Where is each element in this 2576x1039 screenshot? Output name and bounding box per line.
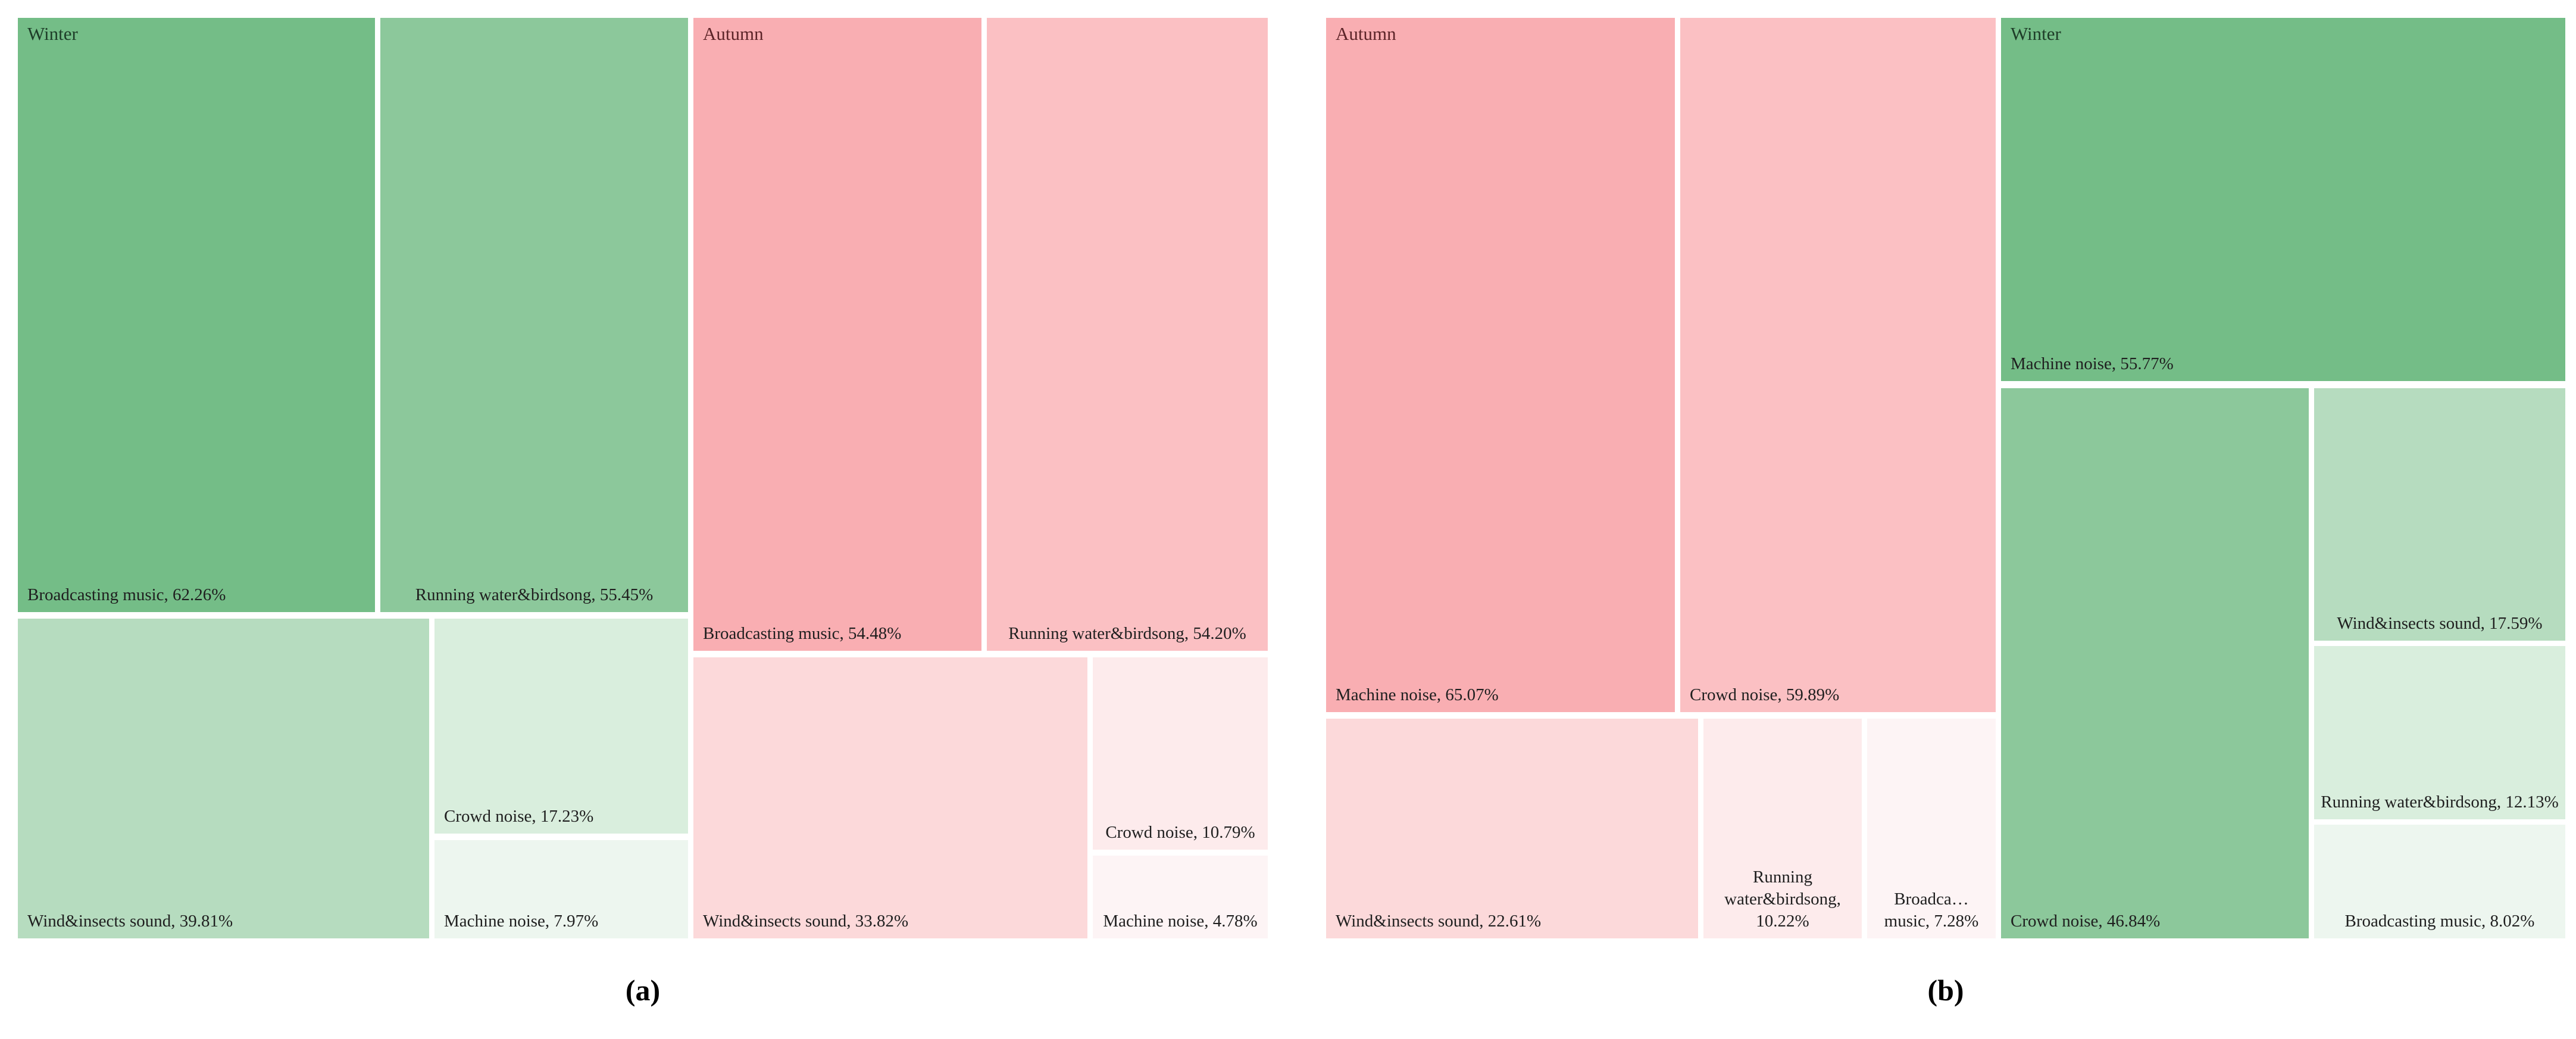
cell-label: Running water&birdsong, 54.20% xyxy=(1008,623,1246,643)
cell-label: Broadcasting music, 8.02% xyxy=(2344,911,2535,931)
cell-label: Machine noise, 55.77% xyxy=(2011,354,2174,373)
group-title-winter: Winter xyxy=(2011,23,2061,44)
cell-label: Running water&birdsong, 10.22% xyxy=(1724,867,1841,931)
treemap-cell-a-winter-broadcasting-music: Winter Broadcasting music, 62.26% xyxy=(18,18,375,612)
panel-caption-b: (b) xyxy=(1927,974,1964,1007)
cell-label: Running water&birdsong, 55.45% xyxy=(415,585,654,604)
treemap-cell-b-winter-machine-noise: Winter Machine noise, 55.77% xyxy=(2001,18,2565,381)
cell-label: Wind&insects sound, 17.59% xyxy=(2337,613,2543,633)
treemap-cell-a-winter-crowd-noise: Crowd noise, 17.23% xyxy=(434,619,688,834)
treemap-cell-b-autumn-running-water-birdsong: Running water&birdsong, 10.22% xyxy=(1703,719,1862,938)
cell-label: Machine noise, 4.78% xyxy=(1103,911,1258,931)
cell-label: Broadcasting music, 62.26% xyxy=(27,585,226,604)
cell-label: Crowd noise, 59.89% xyxy=(1690,685,1840,704)
cell-label: Wind&insects sound, 22.61% xyxy=(1336,911,1542,931)
cell-label: Crowd noise, 46.84% xyxy=(2011,911,2161,931)
treemap-cell-b-winter-wind-insects-sound: Wind&insects sound, 17.59% xyxy=(2314,388,2565,641)
treemap-cell-b-winter-crowd-noise: Crowd noise, 46.84% xyxy=(2001,388,2309,938)
cell-label: Machine noise, 7.97% xyxy=(444,911,599,931)
treemap-cell-a-winter-running-water-birdsong: Running water&birdsong, 55.45% xyxy=(380,18,688,612)
treemap-cell-b-autumn-wind-insects-sound: Wind&insects sound, 22.61% xyxy=(1326,719,1698,938)
treemap-cell-a-winter-machine-noise: Machine noise, 7.97% xyxy=(434,840,688,938)
treemap-panel-b: Autumn Machine noise, 65.07% Crowd noise… xyxy=(1326,18,2565,938)
treemap-cell-b-autumn-crowd-noise: Crowd noise, 59.89% xyxy=(1680,18,1996,712)
cell-label: Crowd noise, 10.79% xyxy=(1105,822,1255,842)
panel-caption-a: (a) xyxy=(625,974,661,1007)
cell-label: Broadca… music, 7.28% xyxy=(1884,889,1979,931)
treemap-panel-a: Winter Broadcasting music, 62.26% Runnin… xyxy=(18,18,1268,938)
treemap-cell-a-winter-wind-insects-sound: Wind&insects sound, 39.81% xyxy=(18,619,429,938)
treemap-cell-a-autumn-running-water-birdsong: Running water&birdsong, 54.20% xyxy=(987,18,1268,651)
treemap-cell-b-autumn-broadcasting-music: Broadca… music, 7.28% xyxy=(1867,719,1996,938)
cell-label: Machine noise, 65.07% xyxy=(1336,685,1499,704)
treemap-cell-a-autumn-wind-insects-sound: Wind&insects sound, 33.82% xyxy=(693,657,1087,938)
treemap-cell-b-winter-running-water-birdsong: Running water&birdsong, 12.13% xyxy=(2314,646,2565,819)
treemap-cell-a-autumn-crowd-noise: Crowd noise, 10.79% xyxy=(1093,657,1268,850)
cell-label: Broadcasting music, 54.48% xyxy=(703,623,902,643)
treemap-cell-a-autumn-broadcasting-music: Autumn Broadcasting music, 54.48% xyxy=(693,18,981,651)
cell-label: Crowd noise, 17.23% xyxy=(444,806,594,826)
treemap-cell-a-autumn-machine-noise: Machine noise, 4.78% xyxy=(1093,856,1268,938)
treemap-cell-b-autumn-machine-noise: Autumn Machine noise, 65.07% xyxy=(1326,18,1675,712)
treemap-cell-b-winter-broadcasting-music: Broadcasting music, 8.02% xyxy=(2314,825,2565,938)
cell-label: Running water&birdsong, 12.13% xyxy=(2321,792,2559,812)
cell-label: Wind&insects sound, 39.81% xyxy=(27,911,233,931)
group-title-winter: Winter xyxy=(27,23,78,44)
group-title-autumn: Autumn xyxy=(1336,23,1396,44)
group-title-autumn: Autumn xyxy=(703,23,764,44)
cell-label: Wind&insects sound, 33.82% xyxy=(703,911,909,931)
